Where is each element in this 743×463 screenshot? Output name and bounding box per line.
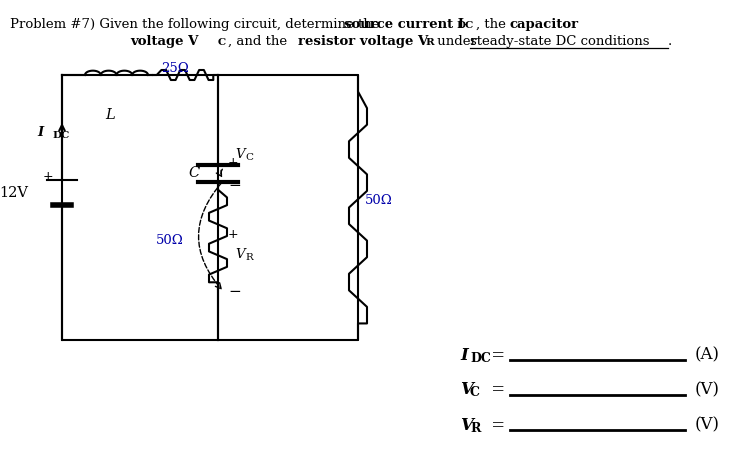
Text: C: C — [245, 154, 253, 163]
Text: C: C — [470, 387, 480, 400]
Text: =: = — [486, 346, 505, 363]
Text: +: + — [42, 170, 53, 183]
Text: −: − — [228, 177, 241, 193]
Text: V: V — [235, 249, 244, 262]
Text: V: V — [460, 382, 473, 399]
Text: L: L — [105, 108, 115, 122]
Text: , the: , the — [476, 18, 510, 31]
Text: V: V — [235, 149, 244, 162]
Text: DC: DC — [470, 351, 491, 364]
Text: +: + — [228, 156, 239, 169]
Text: (V): (V) — [695, 382, 720, 399]
Text: 50Ω: 50Ω — [156, 233, 184, 246]
Text: =: = — [486, 382, 505, 399]
Text: 50Ω: 50Ω — [365, 194, 393, 206]
Text: R: R — [245, 254, 253, 263]
Text: .: . — [668, 35, 672, 48]
Text: R: R — [425, 38, 434, 47]
Text: steady-state DC conditions: steady-state DC conditions — [470, 35, 649, 48]
Text: (A): (A) — [695, 346, 720, 363]
Text: DC: DC — [52, 131, 69, 140]
Text: source current I: source current I — [344, 18, 464, 31]
Text: V: V — [460, 417, 473, 433]
Text: I: I — [38, 126, 44, 139]
Text: 12V: 12V — [0, 186, 28, 200]
Text: , and the: , and the — [228, 35, 291, 48]
Text: DC: DC — [456, 21, 473, 30]
Text: (V): (V) — [695, 417, 720, 433]
Text: −: − — [228, 284, 241, 300]
Text: capacitor: capacitor — [510, 18, 579, 31]
Text: R: R — [470, 421, 481, 434]
Text: voltage V: voltage V — [130, 35, 198, 48]
Text: Problem #7) Given the following circuit, determine the: Problem #7) Given the following circuit,… — [10, 18, 383, 31]
Text: under: under — [433, 35, 481, 48]
Text: =: = — [486, 417, 505, 433]
Text: 25Ω: 25Ω — [161, 62, 189, 75]
Text: C: C — [218, 38, 226, 47]
Text: resistor voltage V: resistor voltage V — [298, 35, 428, 48]
Text: C: C — [189, 166, 200, 180]
Text: I: I — [460, 346, 468, 363]
Text: +: + — [228, 229, 239, 242]
